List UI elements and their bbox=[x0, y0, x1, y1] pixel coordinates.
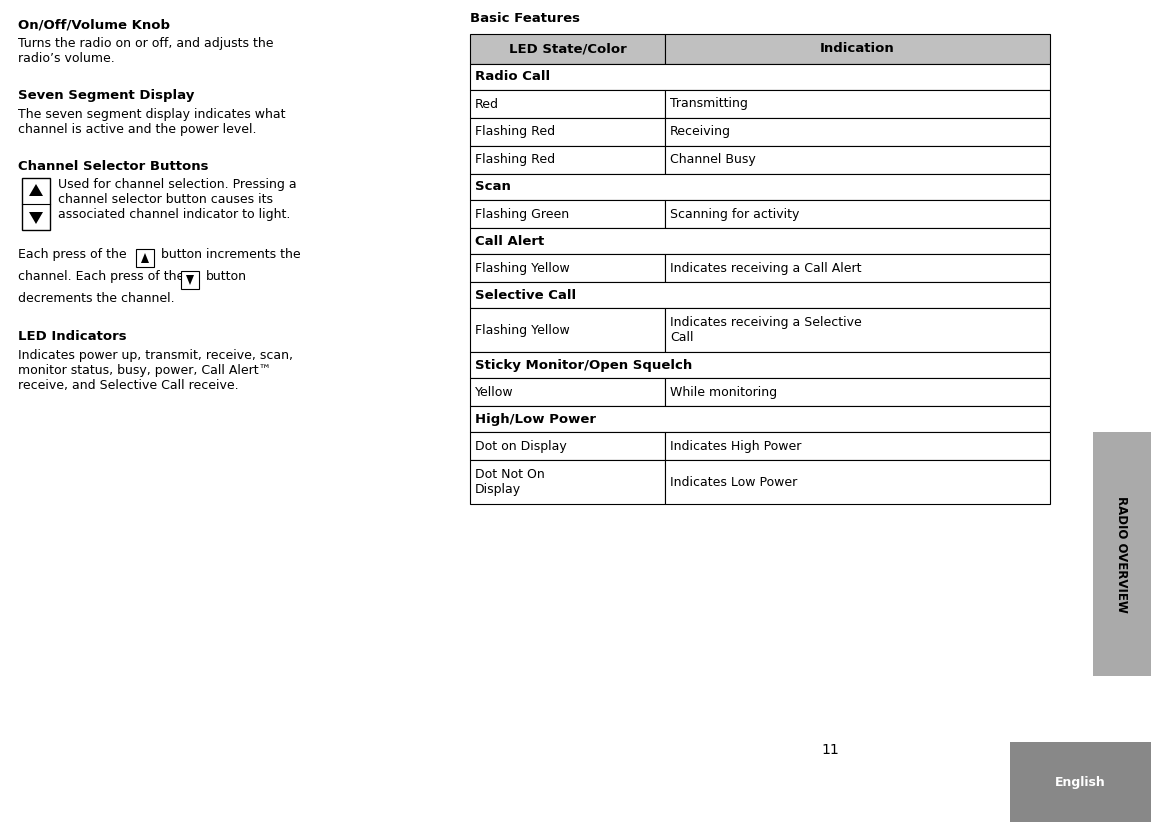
Bar bbox=[665, 118, 1050, 146]
Text: High/Low Power: High/Low Power bbox=[475, 413, 596, 426]
Polygon shape bbox=[186, 275, 195, 285]
Bar bbox=[470, 90, 665, 118]
Text: Seven Segment Display: Seven Segment Display bbox=[18, 89, 195, 102]
Text: Each press of the: Each press of the bbox=[18, 248, 127, 261]
Bar bbox=[470, 282, 1050, 308]
Text: Selective Call: Selective Call bbox=[475, 289, 577, 302]
Text: Transmitting: Transmitting bbox=[670, 98, 748, 110]
Text: 11: 11 bbox=[821, 743, 839, 757]
Bar bbox=[665, 90, 1050, 118]
Text: Indicates Low Power: Indicates Low Power bbox=[670, 475, 798, 488]
Text: While monitoring: While monitoring bbox=[670, 386, 777, 399]
Text: Used for channel selection. Pressing a
channel selector button causes its
associ: Used for channel selection. Pressing a c… bbox=[58, 178, 297, 221]
Bar bbox=[665, 146, 1050, 174]
Text: Flashing Red: Flashing Red bbox=[475, 154, 555, 167]
Bar bbox=[665, 200, 1050, 228]
Bar bbox=[136, 249, 154, 267]
Bar bbox=[665, 378, 1050, 406]
Bar bbox=[665, 254, 1050, 282]
Text: Flashing Green: Flashing Green bbox=[475, 207, 569, 220]
Text: On/Off/Volume Knob: On/Off/Volume Knob bbox=[18, 18, 170, 31]
Text: Yellow: Yellow bbox=[475, 386, 513, 399]
Bar bbox=[665, 34, 1050, 64]
Text: Flashing Red: Flashing Red bbox=[475, 126, 555, 138]
Polygon shape bbox=[29, 212, 43, 224]
Bar bbox=[470, 34, 665, 64]
Bar bbox=[665, 432, 1050, 460]
Bar bbox=[470, 308, 665, 352]
Text: Receiving: Receiving bbox=[670, 126, 731, 138]
Bar bbox=[470, 352, 1050, 378]
Text: Indicates receiving a Selective
Call: Indicates receiving a Selective Call bbox=[670, 316, 862, 344]
Bar bbox=[1093, 432, 1151, 676]
Text: Indicates power up, transmit, receive, scan,
monitor status, busy, power, Call A: Indicates power up, transmit, receive, s… bbox=[18, 349, 294, 392]
Text: Sticky Monitor/Open Squelch: Sticky Monitor/Open Squelch bbox=[475, 358, 692, 372]
Bar bbox=[470, 118, 665, 146]
Text: Indication: Indication bbox=[821, 43, 894, 56]
Text: Scanning for activity: Scanning for activity bbox=[670, 207, 800, 220]
Bar bbox=[470, 174, 1050, 200]
Text: decrements the channel.: decrements the channel. bbox=[18, 292, 175, 305]
Bar bbox=[665, 460, 1050, 504]
Bar bbox=[470, 460, 665, 504]
Text: Channel Busy: Channel Busy bbox=[670, 154, 756, 167]
Text: Scan: Scan bbox=[475, 181, 511, 193]
Text: Dot on Display: Dot on Display bbox=[475, 440, 566, 452]
Text: English: English bbox=[1055, 775, 1106, 788]
Bar bbox=[22, 178, 49, 230]
Text: Flashing Yellow: Flashing Yellow bbox=[475, 261, 570, 275]
Text: LED Indicators: LED Indicators bbox=[18, 330, 127, 343]
Bar bbox=[470, 228, 1050, 254]
Bar bbox=[470, 254, 665, 282]
Text: Indicates High Power: Indicates High Power bbox=[670, 440, 801, 452]
Text: channel. Each press of the: channel. Each press of the bbox=[18, 270, 184, 283]
Text: Radio Call: Radio Call bbox=[475, 71, 550, 84]
Text: button increments the: button increments the bbox=[161, 248, 300, 261]
Text: The seven segment display indicates what
channel is active and the power level.: The seven segment display indicates what… bbox=[18, 108, 285, 136]
Bar bbox=[470, 64, 1050, 90]
Bar bbox=[1009, 742, 1151, 822]
Text: Turns the radio on or off, and adjusts the
radio’s volume.: Turns the radio on or off, and adjusts t… bbox=[18, 37, 274, 65]
Text: Red: Red bbox=[475, 98, 500, 110]
Text: LED State/Color: LED State/Color bbox=[509, 43, 626, 56]
Text: Dot Not On
Display: Dot Not On Display bbox=[475, 468, 544, 496]
Bar bbox=[470, 200, 665, 228]
Text: Channel Selector Buttons: Channel Selector Buttons bbox=[18, 160, 208, 173]
Text: Basic Features: Basic Features bbox=[470, 12, 580, 25]
Bar bbox=[470, 406, 1050, 432]
Text: button: button bbox=[206, 270, 247, 283]
Text: Flashing Yellow: Flashing Yellow bbox=[475, 324, 570, 336]
Polygon shape bbox=[29, 184, 43, 196]
Text: Indicates receiving a Call Alert: Indicates receiving a Call Alert bbox=[670, 261, 861, 275]
Bar bbox=[665, 308, 1050, 352]
Text: Call Alert: Call Alert bbox=[475, 234, 544, 247]
Polygon shape bbox=[142, 253, 148, 263]
Bar bbox=[470, 378, 665, 406]
Text: RADIO OVERVIEW: RADIO OVERVIEW bbox=[1115, 496, 1128, 612]
Bar bbox=[470, 432, 665, 460]
Bar bbox=[181, 271, 199, 289]
Bar bbox=[470, 146, 665, 174]
